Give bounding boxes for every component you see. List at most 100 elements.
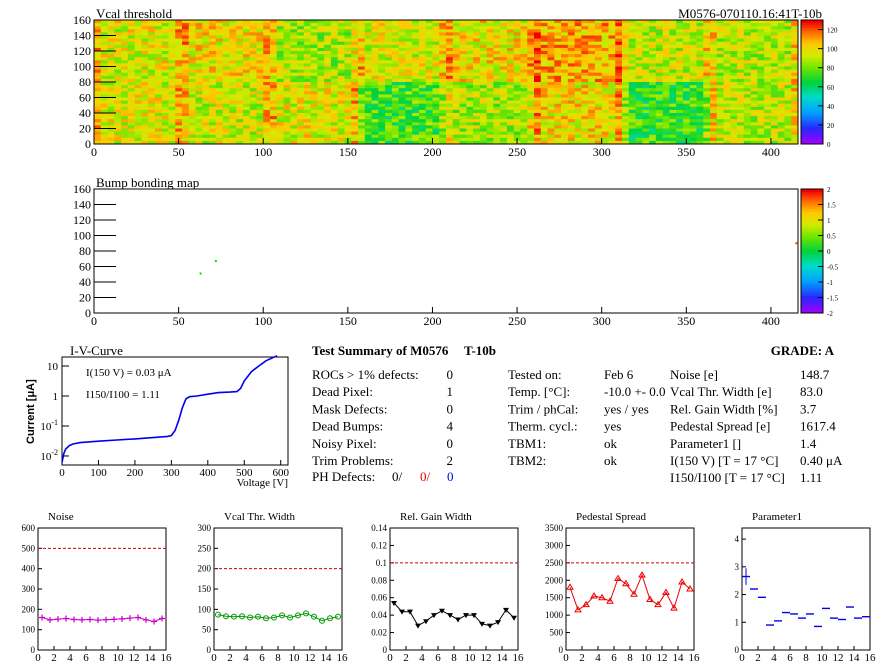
- heatmap-cell: [784, 106, 792, 111]
- heatmap-cell: [175, 63, 183, 67]
- heatmap-cell: [391, 134, 400, 139]
- heatmap-cell: [493, 91, 501, 95]
- heatmap-cell: [344, 103, 352, 108]
- heatmap-cell: [297, 57, 305, 61]
- heatmap-cell: [716, 38, 724, 43]
- heatmap-cell: [791, 44, 799, 49]
- heatmap-cell: [622, 78, 630, 83]
- heatmap-cell: [256, 137, 264, 142]
- heatmap-cell: [175, 116, 183, 120]
- heatmap-cell: [141, 91, 149, 95]
- heatmap-cell: [446, 131, 454, 136]
- palette-segment: [801, 72, 823, 76]
- heatmap-cell: [161, 140, 169, 145]
- heatmap-cell: [588, 94, 596, 98]
- heatmap-cell: [764, 75, 772, 80]
- heatmap-cell: [385, 69, 393, 74]
- heatmap-cell: [256, 44, 264, 49]
- heatmap-cell: [500, 32, 508, 36]
- heatmap-cell: [425, 109, 433, 114]
- heatmap-cell: [466, 66, 474, 70]
- roc-y-tick-label: 1000: [545, 610, 564, 620]
- heatmap-cell: [324, 32, 332, 36]
- heatmap-cell: [358, 103, 366, 108]
- heatmap-cell: [344, 41, 352, 46]
- heatmap-cell: [588, 97, 596, 101]
- heatmap-cell: [473, 122, 481, 126]
- heatmap-cell: [547, 100, 555, 105]
- heatmap-cell: [432, 78, 440, 83]
- heatmap-cell: [358, 20, 366, 24]
- heatmap-cell: [439, 91, 447, 95]
- heatmap-cell: [215, 47, 224, 52]
- heatmap-cell: [737, 23, 745, 27]
- heatmap-cell: [94, 75, 102, 80]
- roc-x-tick-label: 2: [51, 652, 57, 664]
- heatmap-cell: [127, 137, 136, 142]
- heatmap-cell: [635, 85, 643, 89]
- heatmap-cell: [242, 63, 251, 67]
- heatmap-cell: [608, 85, 616, 89]
- heatmap-cell: [209, 29, 217, 33]
- heatmap-cell: [283, 119, 291, 123]
- heatmap-cell: [642, 54, 650, 58]
- roc-series-line: [41, 616, 163, 623]
- heatmap-cell: [676, 134, 684, 139]
- heatmap-cell: [175, 131, 183, 136]
- heatmap-cell: [784, 131, 792, 136]
- heatmap-cell: [662, 94, 670, 98]
- heatmap-cell: [452, 100, 460, 105]
- heatmap-cell: [229, 26, 237, 30]
- heatmap-cell: [385, 131, 393, 136]
- heatmap-cell: [628, 75, 636, 80]
- heatmap-cell: [351, 72, 359, 77]
- heatmap-cell: [588, 66, 596, 70]
- heatmap-cell: [391, 75, 400, 80]
- heatmap-cell: [358, 91, 366, 95]
- heatmap-cell: [588, 44, 596, 49]
- palette-segment: [801, 62, 823, 66]
- heatmap-cell: [398, 113, 406, 117]
- palette-segment: [801, 263, 823, 267]
- heatmap-cell: [655, 20, 664, 24]
- roc-point: [271, 614, 277, 621]
- heatmap-cell: [777, 137, 785, 142]
- palette-segment: [801, 96, 823, 100]
- heatmap-cell: [723, 72, 731, 77]
- roc-y-tick-label: 0: [207, 645, 212, 655]
- roc-point: [135, 614, 141, 621]
- heatmap-cell: [520, 94, 528, 98]
- heatmap-cell: [601, 29, 609, 33]
- heatmap-cell: [94, 69, 102, 74]
- heatmap-cell: [222, 91, 230, 95]
- heatmap-cell: [141, 94, 149, 98]
- roc-x-tick-label: 8: [275, 652, 281, 664]
- heatmap-cell: [534, 109, 542, 114]
- heatmap-cell: [710, 119, 718, 123]
- heatmap-cell: [567, 97, 576, 101]
- heatmap-cell: [202, 109, 210, 114]
- heatmap-cell: [249, 113, 257, 117]
- heatmap-cell: [229, 91, 237, 95]
- heatmap-cell: [385, 125, 393, 129]
- heatmap-cell: [432, 122, 440, 126]
- heatmap-cell: [391, 69, 400, 74]
- heatmap-cell: [263, 54, 271, 58]
- heatmap-cell: [175, 78, 183, 83]
- heatmap-cell: [615, 100, 623, 105]
- heatmap-cell: [500, 44, 508, 49]
- heatmap-cell: [209, 122, 217, 126]
- heatmap-cell: [594, 57, 603, 61]
- heatmap-cell: [520, 35, 528, 39]
- heatmap-cell: [737, 26, 745, 30]
- heatmap-cell: [561, 137, 569, 142]
- heatmap-cell: [263, 100, 271, 105]
- heatmap-cell: [398, 137, 406, 142]
- heatmap-cell: [534, 78, 542, 83]
- heatmap-cell: [452, 140, 460, 145]
- heatmap-cell: [554, 134, 562, 139]
- heatmap-cell: [310, 94, 318, 98]
- heatmap-cell: [432, 103, 440, 108]
- heatmap-cell: [743, 106, 752, 111]
- heatmap-cell: [662, 51, 670, 55]
